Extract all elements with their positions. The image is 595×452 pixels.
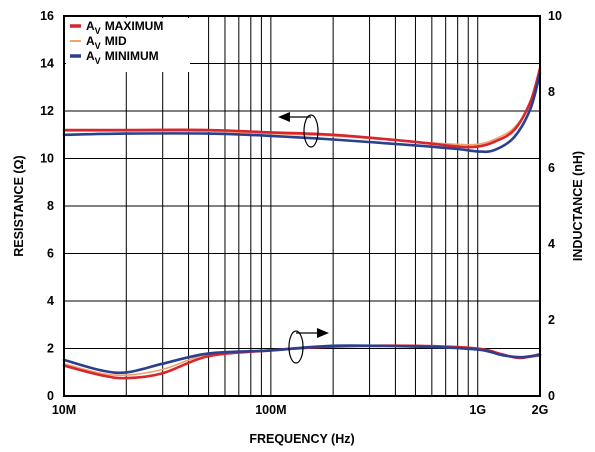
y-right-tick-label: 6 [548, 161, 555, 175]
x-tick-label: 10M [52, 403, 76, 417]
y-right-tick-label: 4 [548, 237, 555, 251]
series-line-resistance-minimum [62, 71, 542, 154]
legend-label-subscript: V [95, 41, 101, 51]
x-tick-label: 100M [255, 403, 286, 417]
legend-label-text: MAXIMUM [105, 19, 164, 33]
legend-label-text: MINIMUM [105, 49, 159, 63]
arrow-left-icon [278, 112, 290, 122]
y-right-axis-title: INDUCTANCE (nH) [571, 151, 585, 261]
legend-label: AV MID [86, 34, 127, 51]
arrow-right-icon [317, 328, 329, 338]
y-left-tick-label: 10 [40, 152, 54, 166]
y-right-tick-label: 10 [548, 9, 562, 23]
y-left-tick-label: 12 [40, 104, 54, 118]
y-left-tick-label: 16 [40, 9, 54, 23]
y-right-tick-label: 2 [548, 313, 555, 327]
y-right-tick-label: 0 [548, 389, 555, 403]
y-left-tick-label: 2 [47, 342, 54, 356]
legend-label-text: MID [105, 34, 127, 48]
legend-label-subscript: V [95, 26, 101, 36]
annotation-arrow-right [288, 328, 329, 364]
legend-label-prefix: A [86, 34, 95, 48]
x-tick-label: 2G [532, 403, 549, 417]
y-left-tick-label: 6 [47, 247, 54, 261]
annotation-ellipse [288, 330, 304, 364]
grid [64, 16, 540, 396]
annotation-ellipse [303, 114, 319, 148]
annotation-arrow-left [278, 112, 319, 148]
left-tick-labels: 0 2 4 6 8 10 12 14 16 [40, 9, 54, 403]
plot-frame [63, 15, 541, 397]
x-tick-label: 1G [469, 403, 486, 417]
y-left-tick-label: 0 [47, 389, 54, 403]
y-left-axis-title: RESISTANCE (Ω) [12, 155, 26, 256]
y-left-tick-label: 14 [40, 57, 54, 71]
y-left-tick-label: 8 [47, 199, 54, 213]
y-right-tick-label: 8 [548, 85, 555, 99]
series-line-inductance-minimum [62, 344, 542, 375]
y-left-tick-label: 4 [47, 294, 54, 308]
legend-label: AV MINIMUM [86, 49, 159, 66]
x-axis-title: FREQUENCY (Hz) [249, 432, 354, 446]
legend-label: AV MAXIMUM [86, 19, 163, 36]
series-line-resistance-maximum [62, 67, 542, 149]
legend-label-prefix: A [86, 49, 95, 63]
right-tick-labels: 0 2 4 6 8 10 [548, 9, 562, 403]
x-tick-labels: 10M 100M 1G 2G [52, 403, 549, 417]
series-layer [62, 67, 542, 380]
legend-label-prefix: A [86, 19, 95, 33]
legend-background [66, 18, 190, 72]
legend-label-subscript: V [95, 56, 101, 66]
